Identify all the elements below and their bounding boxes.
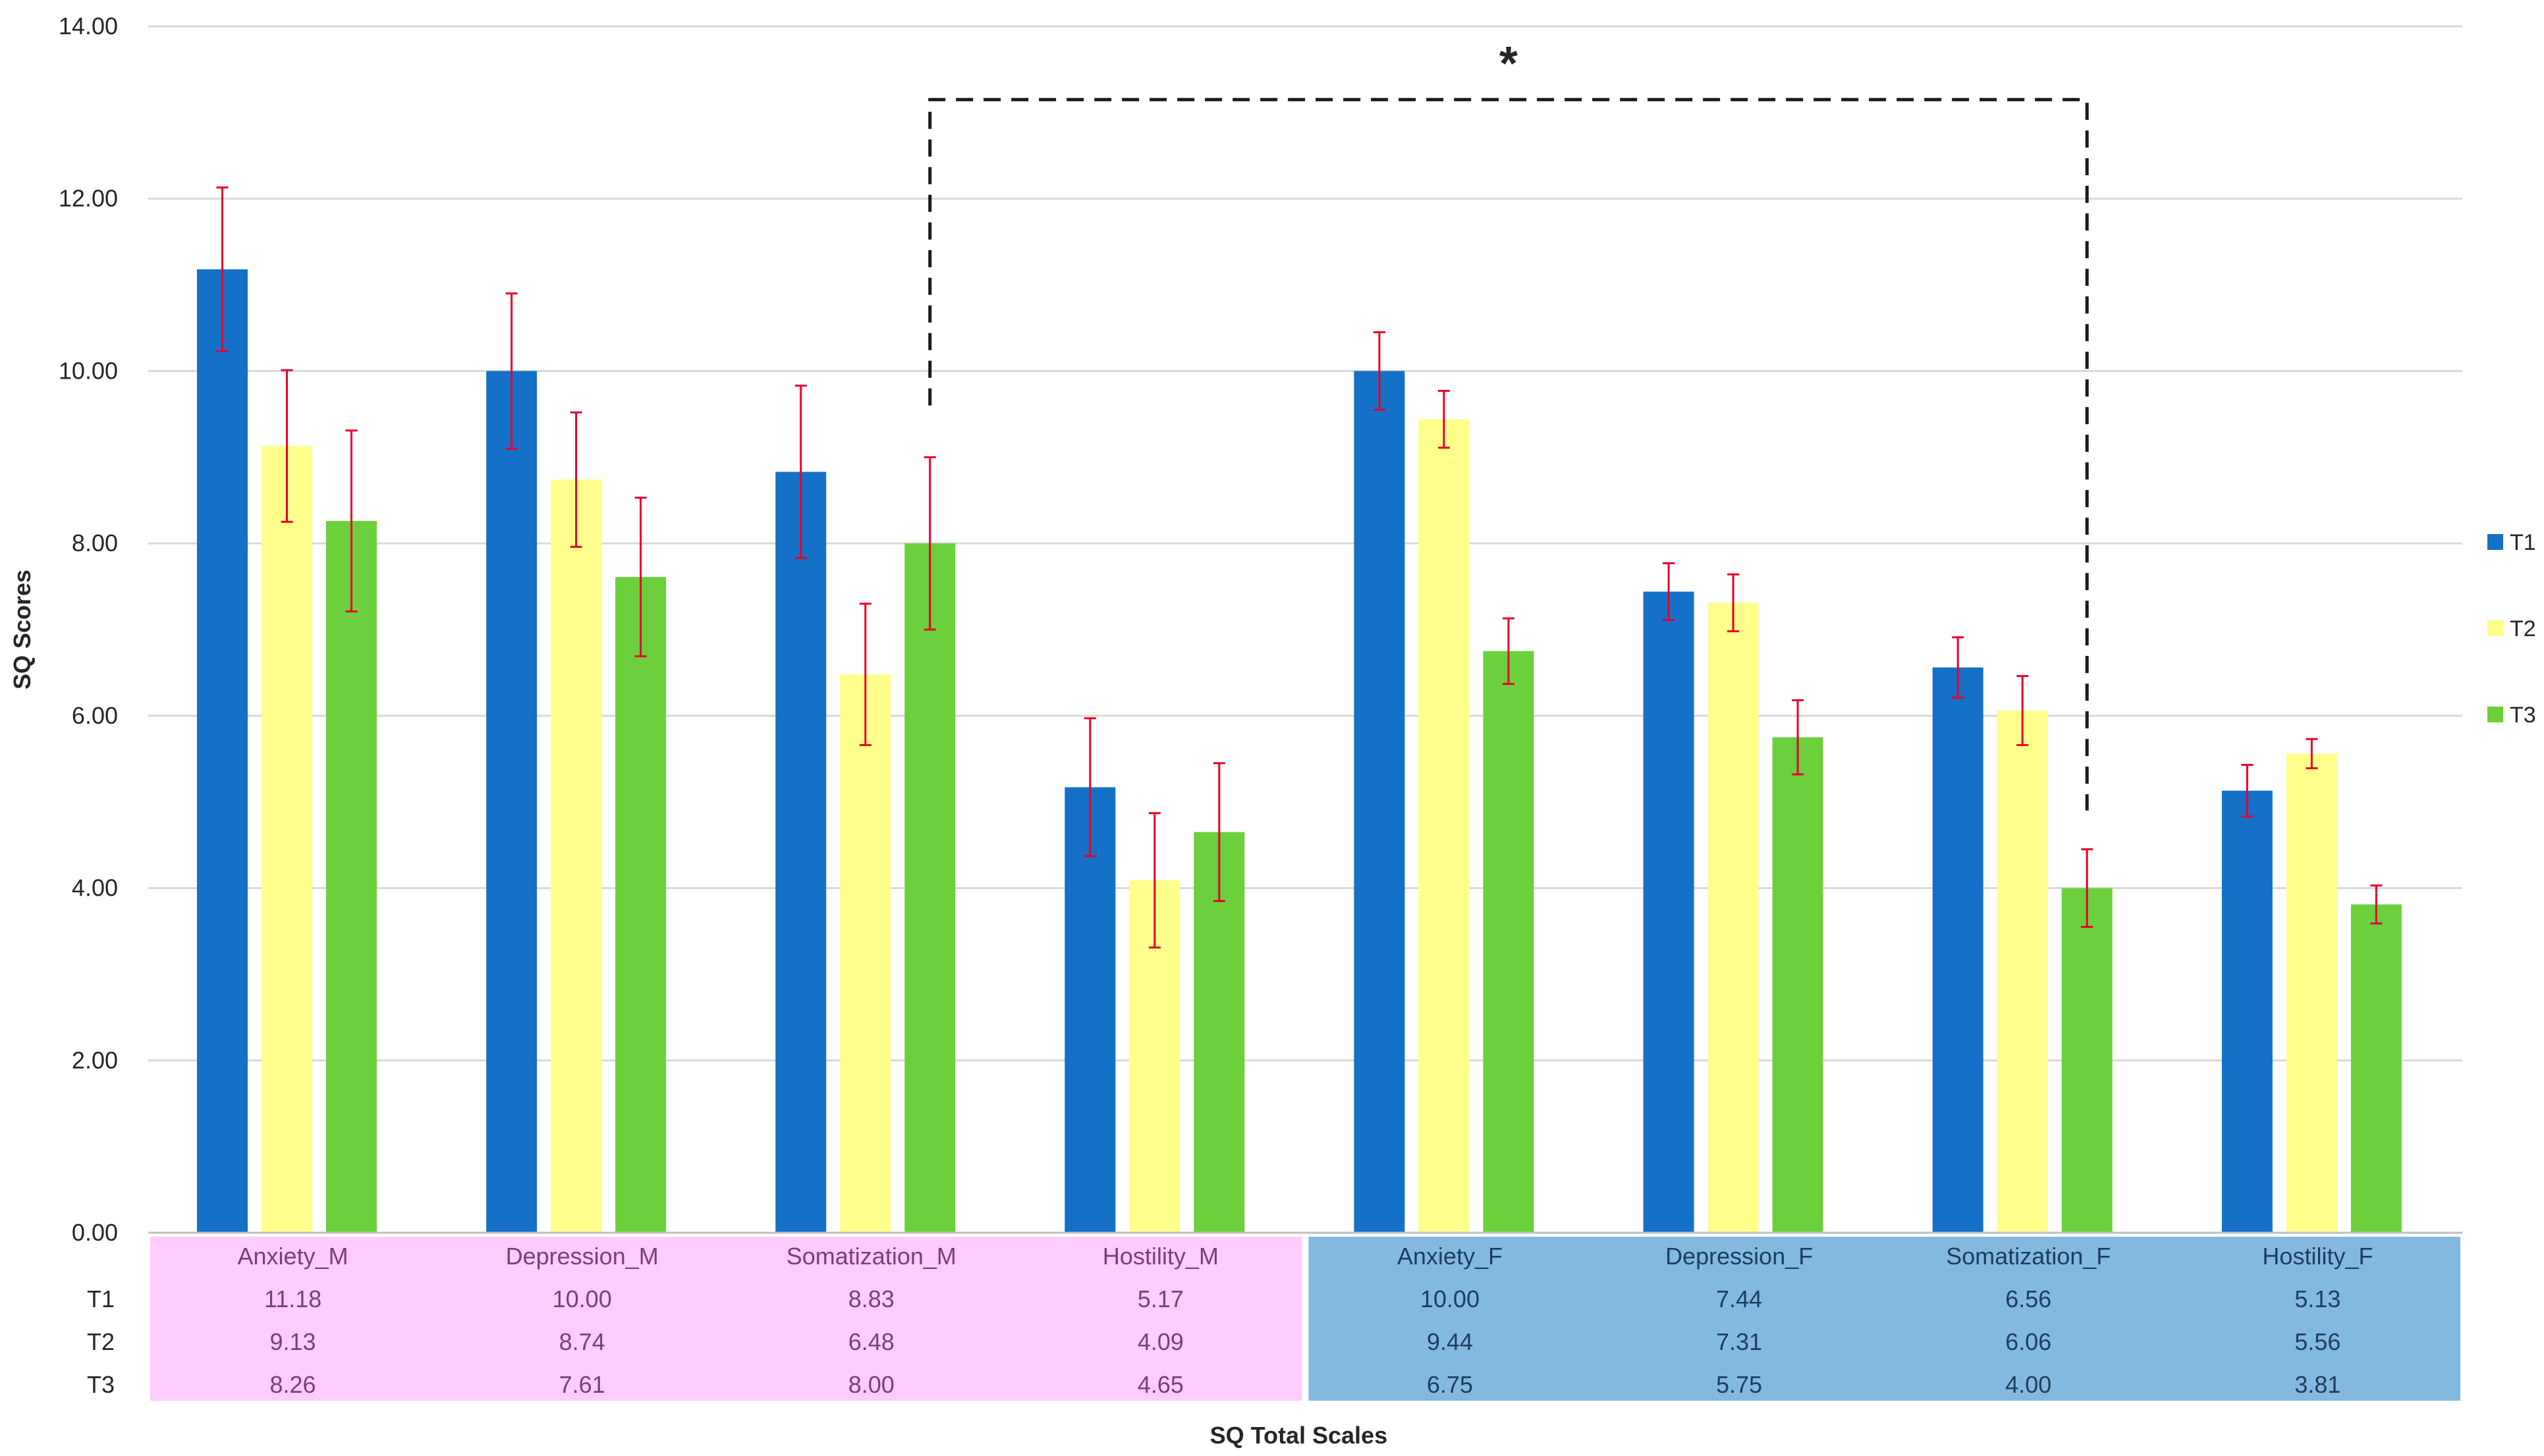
- table-value: 7.61: [559, 1371, 605, 1398]
- legend-swatch-t3: [2487, 707, 2503, 722]
- bar-t2: [262, 446, 312, 1233]
- table-value: 6.75: [1427, 1371, 1473, 1398]
- table-value: 6.48: [848, 1328, 895, 1355]
- bar-t3: [1772, 737, 1823, 1233]
- bar-t3: [326, 521, 377, 1233]
- table-value: 6.06: [2005, 1328, 2051, 1355]
- legend-swatch-t1: [2487, 534, 2503, 550]
- significance-bracket: [928, 97, 2089, 811]
- table-value: 8.00: [848, 1371, 895, 1398]
- y-tick-label: 4.00: [72, 875, 118, 902]
- table-value: 5.56: [2294, 1328, 2340, 1355]
- y-tick-label: 8.00: [72, 529, 118, 556]
- bar-t2: [551, 479, 602, 1233]
- y-tick-label: 2.00: [72, 1046, 118, 1073]
- bar-t3: [615, 577, 667, 1233]
- y-tick-label: 6.00: [72, 702, 118, 729]
- legend-swatch-t2: [2487, 620, 2503, 636]
- table-value: 3.81: [2294, 1371, 2340, 1398]
- y-axis-title: SQ Scores: [9, 570, 36, 689]
- table-group-male-bg: [150, 1237, 1302, 1401]
- table-category-label: Somatization_M: [787, 1243, 956, 1270]
- table-category-label: Depression_M: [506, 1243, 659, 1270]
- bar-t1: [1065, 787, 1116, 1233]
- table-value: 10.00: [553, 1285, 612, 1312]
- bar-t2: [2286, 753, 2337, 1233]
- table-group-female-bg: [1308, 1237, 2460, 1401]
- table-category-label: Anxiety_M: [238, 1243, 348, 1270]
- table-value: 11.18: [264, 1285, 321, 1312]
- table-value: 4.00: [2005, 1371, 2051, 1398]
- bar-t1: [1354, 371, 1405, 1233]
- table-value: 4.09: [1138, 1328, 1184, 1355]
- table-value: 6.56: [2005, 1285, 2051, 1312]
- bar-t1: [197, 269, 248, 1233]
- bar-t1: [1932, 667, 1983, 1233]
- table-category-label: Somatization_F: [1946, 1243, 2111, 1270]
- table-value: 5.13: [2294, 1285, 2340, 1312]
- table-category-label: Hostility_M: [1103, 1243, 1219, 1270]
- table-value: 9.13: [270, 1328, 316, 1355]
- bar-t3: [904, 543, 956, 1233]
- bar-t1: [1643, 591, 1694, 1233]
- bar-t2: [1418, 419, 1470, 1233]
- table-category-label: Depression_F: [1665, 1243, 1813, 1270]
- table-row-label: T3: [87, 1371, 115, 1398]
- table-value: 4.65: [1138, 1371, 1184, 1398]
- y-tick-label: 0.00: [72, 1219, 118, 1246]
- bar-t3: [1483, 651, 1534, 1233]
- legend-label: T1: [2510, 530, 2536, 555]
- significance-star: *: [1499, 38, 1518, 90]
- bar-t1: [2221, 790, 2273, 1233]
- y-tick-label: 14.00: [59, 13, 118, 40]
- bar-t2: [1997, 711, 2048, 1233]
- legend-label: T3: [2510, 703, 2536, 728]
- table-value: 7.44: [1716, 1285, 1762, 1312]
- y-tick-label: 12.00: [59, 185, 118, 212]
- table-category-label: Anxiety_F: [1397, 1243, 1503, 1270]
- table-row-label: T1: [87, 1285, 115, 1312]
- table-value: 8.74: [559, 1328, 605, 1355]
- table-value: 8.83: [848, 1285, 895, 1312]
- y-tick-label: 10.00: [59, 357, 118, 384]
- table-value: 10.00: [1420, 1285, 1479, 1312]
- bar-t1: [775, 472, 827, 1233]
- bar-t3: [2061, 888, 2113, 1233]
- bar-t3: [2350, 904, 2402, 1233]
- bar-t1: [486, 371, 538, 1233]
- table-value: 5.75: [1716, 1371, 1762, 1398]
- bar-t2: [840, 674, 891, 1233]
- table-value: 9.44: [1427, 1328, 1473, 1355]
- table-value: 7.31: [1716, 1328, 1762, 1355]
- bar-t2: [1707, 603, 1759, 1233]
- table-category-label: Hostility_F: [2262, 1243, 2373, 1270]
- table-value: 5.17: [1138, 1285, 1184, 1312]
- table-value: 8.26: [270, 1371, 316, 1398]
- table-row-label: T2: [87, 1328, 115, 1355]
- x-axis-title: SQ Total Scales: [1210, 1422, 1387, 1449]
- legend-label: T2: [2510, 616, 2536, 641]
